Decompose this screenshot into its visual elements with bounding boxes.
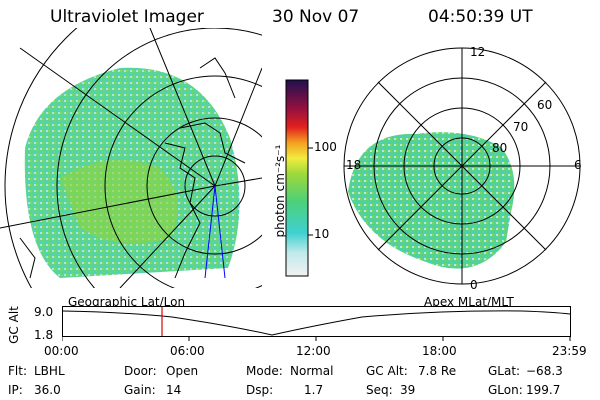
- magnetic-panel-label: Apex MLat/MLT: [424, 295, 514, 309]
- info-mode-key: Mode:: [246, 364, 283, 378]
- info-gain-key: Gain:: [124, 383, 156, 397]
- info-glon-value: 199.7: [526, 383, 561, 397]
- info-flt-key: Flt:: [8, 364, 27, 378]
- info-seq-value: 39: [400, 383, 416, 397]
- info-flt-value: LBHL: [34, 364, 65, 378]
- mlt-label-18: 18: [346, 158, 362, 172]
- mlt-label-12: 12: [470, 45, 486, 59]
- info-seq-key: Seq:: [366, 383, 393, 397]
- info-glon-key: GLon:: [488, 383, 523, 397]
- colorbar: [285, 79, 313, 277]
- mlat-label-80: 80: [492, 141, 508, 155]
- mlt-label-6: 6: [574, 158, 582, 172]
- magnetic-polar-plot: [343, 47, 581, 285]
- date-label: 30 Nov 07: [272, 7, 360, 27]
- timeline-ylabel: GC Alt: [7, 306, 21, 344]
- info-door-key: Door:: [124, 364, 157, 378]
- info-ip-value: 36.0: [34, 383, 61, 397]
- info-dsp-key: Dsp:: [246, 383, 274, 397]
- altitude-timeline: [62, 306, 571, 341]
- info-mode-value: Normal: [290, 364, 334, 378]
- info-gcalt-key: GC Alt:: [366, 364, 408, 378]
- geographic-panel-label: Geographic Lat/Lon: [68, 295, 186, 309]
- colorbar-unit-label: photon cm⁻²s⁻¹: [273, 144, 287, 238]
- mlt-label-0: 0: [470, 278, 478, 292]
- time-label: 04:50:39 UT: [428, 7, 533, 27]
- timeline-xtick-1200: 12:00: [296, 344, 331, 358]
- info-door-value: Open: [166, 364, 199, 378]
- mlat-label-60: 60: [537, 98, 553, 112]
- info-gcalt-value: 7.8 Re: [418, 364, 457, 378]
- geographic-map: [0, 28, 262, 288]
- timeline-xtick-0000: 00:00: [44, 344, 79, 358]
- colorbar-tick-10: 10: [314, 227, 330, 241]
- instrument-title: Ultraviolet Imager: [50, 7, 204, 27]
- timeline-xtick-0600: 06:00: [170, 344, 205, 358]
- timeline-ytick-high: 9.0: [34, 305, 54, 319]
- timeline-ytick-low: 1.8: [34, 328, 54, 342]
- info-dsp-value: 1.7: [304, 383, 324, 397]
- info-glat-key: GLat:: [488, 364, 521, 378]
- mlat-label-70: 70: [513, 120, 529, 134]
- timeline-xtick-1800: 18:00: [422, 344, 457, 358]
- colorbar-tick-100: 100: [314, 140, 337, 154]
- info-gain-value: 14: [166, 383, 182, 397]
- timeline-xtick-2359: 23:59: [552, 344, 587, 358]
- info-glat-value: −68.3: [526, 364, 563, 378]
- info-ip-key: IP:: [8, 383, 23, 397]
- satellite-track: [204, 185, 216, 279]
- altitude-curve: [62, 310, 571, 336]
